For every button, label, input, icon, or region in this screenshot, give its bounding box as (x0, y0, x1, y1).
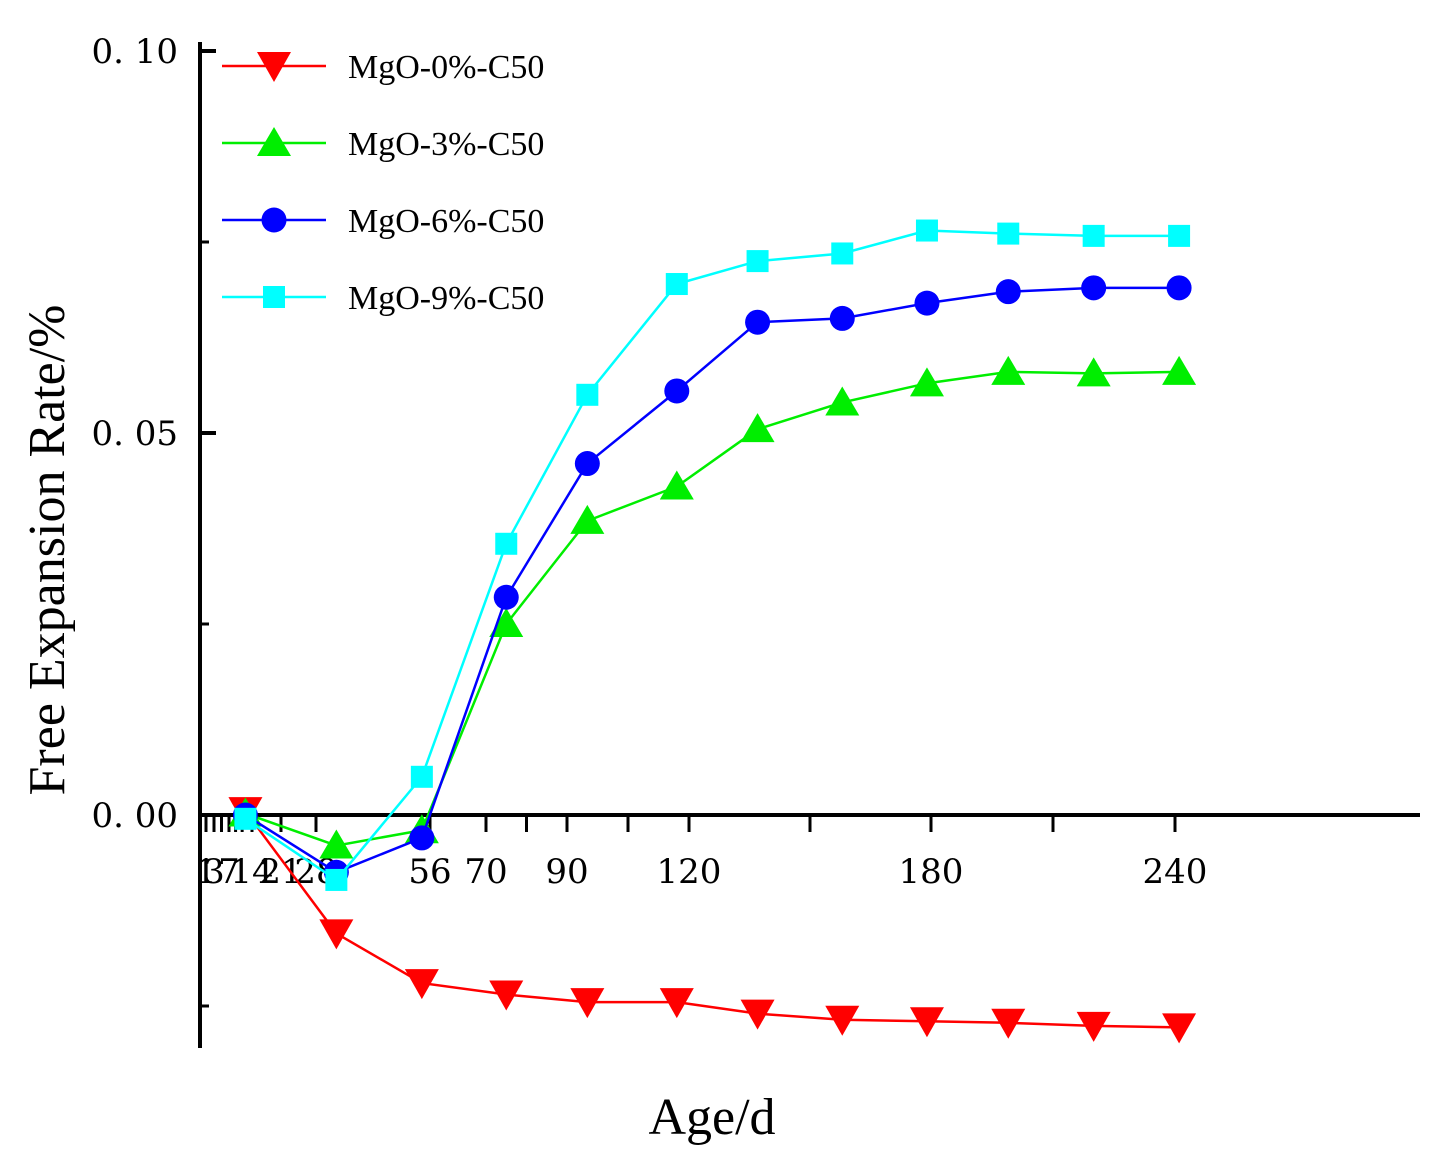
y-tick-label: 0. 10 (91, 32, 178, 72)
data-point (829, 305, 855, 331)
data-point (570, 988, 605, 1019)
x-tick-label: 1 (195, 852, 217, 892)
data-point (495, 532, 518, 555)
data-point (740, 999, 775, 1030)
data-point (825, 386, 860, 416)
data-point (991, 1008, 1026, 1039)
data-point (576, 383, 599, 406)
data-point (409, 825, 435, 851)
data-point (909, 367, 944, 397)
data-point (404, 969, 439, 1000)
data-point (319, 829, 354, 859)
x-tick-label: 90 (545, 852, 588, 892)
data-point (570, 504, 605, 534)
legend-label: MgO-3%-C50 (348, 126, 544, 163)
data-point (1168, 224, 1191, 247)
data-point (410, 765, 433, 788)
data-point (740, 413, 775, 443)
data-point (659, 470, 694, 500)
legend-label: MgO-6%-C50 (348, 203, 544, 240)
series-MgO-0%-C50 (228, 797, 1197, 1044)
y-tick-label: 0. 05 (91, 414, 178, 454)
legend-marker (257, 127, 291, 156)
series-line (244, 286, 1180, 874)
data-point (991, 355, 1026, 385)
legend: MgO-0%-C50 MgO-3%-C50 MgO-6%-C50 MgO-9%-C50 (222, 49, 544, 317)
series-MgO-9%-C50 (234, 219, 1191, 891)
x-tick-label: 56 (408, 852, 451, 892)
data-point (659, 988, 694, 1019)
data-point (1162, 355, 1197, 385)
data-point (995, 279, 1021, 305)
data-point (489, 608, 524, 637)
data-point (664, 378, 690, 404)
legend-marker (261, 207, 287, 233)
legend-item: MgO-6%-C50 (222, 203, 544, 240)
data-point (831, 242, 854, 265)
data-point (915, 219, 938, 242)
legend-item: MgO-3%-C50 (222, 126, 544, 163)
series-line (244, 810, 1180, 1029)
data-point (914, 290, 940, 316)
data-point (489, 980, 524, 1011)
x-axis-title: Age/d (648, 1089, 775, 1146)
data-point (997, 222, 1020, 245)
data-point (1162, 1013, 1197, 1044)
data-point (745, 309, 771, 335)
data-point (1076, 357, 1111, 387)
series-layer (228, 219, 1197, 1044)
data-point (574, 451, 600, 477)
data-point (1082, 224, 1105, 247)
data-point (493, 584, 519, 610)
x-tick-label: 70 (464, 852, 507, 892)
legend-item: MgO-9%-C50 (222, 280, 544, 317)
x-tick-label: 14 (230, 852, 273, 892)
y-tick-label: 0. 00 (91, 796, 178, 836)
data-point (234, 807, 257, 830)
legend-item: MgO-0%-C50 (222, 49, 544, 86)
axes (198, 42, 1420, 1048)
x-tick-label: 240 (1143, 852, 1208, 892)
legend-marker (257, 52, 291, 82)
data-point (1166, 275, 1192, 301)
data-point (319, 919, 354, 950)
data-point (1081, 275, 1107, 301)
data-point (825, 1005, 860, 1036)
x-tick-label: 7 (218, 852, 240, 892)
series-MgO-6%-C50 (232, 275, 1192, 885)
x-tick-label: 180 (899, 852, 964, 892)
series-line (244, 229, 1180, 882)
data-point (325, 868, 348, 891)
y-axis-title: Free Expansion Rate/% (19, 305, 76, 796)
legend-marker (263, 286, 285, 308)
data-point (665, 273, 688, 296)
data-point (746, 250, 769, 273)
data-point (909, 1007, 944, 1038)
x-tick-label: 120 (657, 852, 722, 892)
x-tick-label: 3 (203, 852, 225, 892)
series-MgO-3%-C50 (228, 355, 1197, 859)
legend-label: MgO-0%-C50 (348, 49, 544, 86)
legend-label: MgO-9%-C50 (348, 280, 544, 317)
series-line (245, 370, 1180, 847)
data-point (1076, 1011, 1111, 1042)
